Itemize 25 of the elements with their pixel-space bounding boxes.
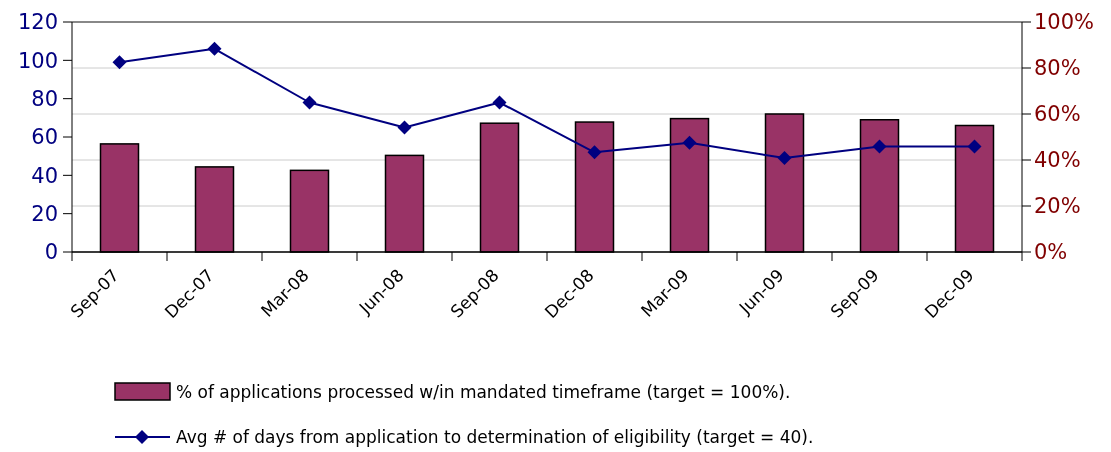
y-tick-label: 120 <box>17 10 58 35</box>
point <box>587 145 602 160</box>
y2-tick-label: 0% <box>1034 240 1068 265</box>
y2-tick-label: 40% <box>1034 148 1081 173</box>
point <box>872 139 887 154</box>
point <box>207 41 222 56</box>
legend-label: Avg # of days from application to determination of eligibility (target = 40). <box>176 426 814 447</box>
y2-tick-label: 60% <box>1034 102 1081 127</box>
y-tick-label: 80 <box>31 87 58 112</box>
legend-label: % of applications processed w/in mandated timeframe (target = 100%). <box>176 381 791 402</box>
y-tick-label: 20 <box>31 202 58 227</box>
y2-tick-label: 20% <box>1034 194 1081 219</box>
y-tick-label: 40 <box>31 163 58 188</box>
point <box>777 151 792 166</box>
y-tick-label: 60 <box>31 125 58 150</box>
point <box>967 139 982 154</box>
point <box>112 55 127 70</box>
point <box>682 135 697 150</box>
y-tick-label: 100 <box>17 48 58 73</box>
y2-tick-label: 80% <box>1034 56 1081 81</box>
point <box>397 120 412 135</box>
y2-tick-label: 100% <box>1034 10 1095 35</box>
y-tick-label: 0 <box>44 240 58 265</box>
point <box>492 95 507 110</box>
point <box>302 95 317 110</box>
